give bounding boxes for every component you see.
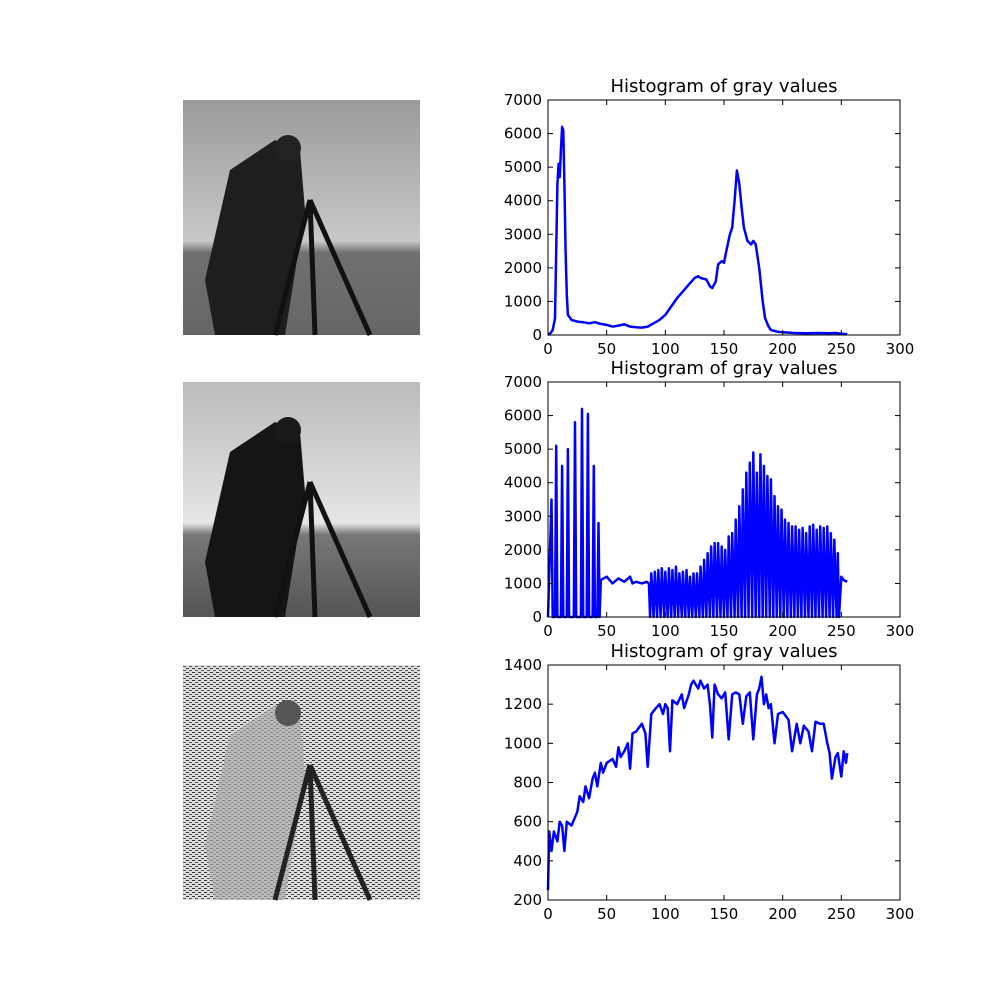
y-tick-label: 7000 [504, 91, 542, 109]
y-tick-label: 6000 [504, 407, 542, 425]
x-tick-label: 300 [886, 622, 915, 640]
y-tick-label: 3000 [504, 225, 542, 243]
x-tick-label: 100 [651, 905, 680, 923]
x-tick-label: 50 [597, 905, 616, 923]
histogram-line [546, 407, 848, 619]
chart-title: Histogram of gray values [611, 76, 838, 97]
x-tick-label: 50 [597, 340, 616, 358]
y-tick-label: 4000 [504, 192, 542, 210]
axes-frame [547, 664, 901, 901]
y-tick-label: 600 [513, 813, 542, 831]
y-tick-label: 7000 [504, 373, 542, 391]
image [183, 382, 420, 619]
y-tick-label: 2000 [504, 541, 542, 559]
x-tick-label: 0 [543, 340, 553, 358]
y-tick-label: 6000 [504, 125, 542, 143]
y-tick-label: 2000 [504, 259, 542, 277]
x-tick-label: 200 [768, 340, 797, 358]
y-tick-label: 1200 [504, 695, 542, 713]
x-tick-label: 250 [827, 905, 856, 923]
y-tick-label: 5000 [504, 440, 542, 458]
x-tick-label: 100 [651, 340, 680, 358]
y-tick-label: 1000 [504, 734, 542, 752]
x-tick-label: 150 [710, 340, 739, 358]
x-tick-label: 0 [543, 905, 553, 923]
x-tick-label: 200 [768, 622, 797, 640]
x-tick-label: 50 [597, 622, 616, 640]
image [183, 665, 420, 902]
y-tick-label: 1000 [504, 574, 542, 592]
axes-frame [547, 99, 901, 336]
chart-title: Histogram of gray values [611, 358, 838, 379]
x-tick-label: 100 [651, 622, 680, 640]
histogram-line [546, 675, 849, 891]
y-tick-label: 5000 [504, 158, 542, 176]
y-tick-label: 0 [532, 326, 542, 344]
x-tick-label: 250 [827, 622, 856, 640]
histogram-line [547, 125, 848, 337]
y-tick-label: 3000 [504, 507, 542, 525]
y-tick-label: 400 [513, 852, 542, 870]
y-tick-label: 0 [532, 608, 542, 626]
y-tick-label: 4000 [504, 474, 542, 492]
x-tick-label: 200 [768, 905, 797, 923]
x-tick-label: 150 [710, 905, 739, 923]
y-tick-label: 1000 [504, 292, 542, 310]
y-tick-label: 1400 [504, 656, 542, 674]
x-tick-label: 300 [886, 340, 915, 358]
image [183, 100, 420, 337]
x-tick-label: 150 [710, 622, 739, 640]
chart-title: Histogram of gray values [611, 641, 838, 662]
x-tick-label: 300 [886, 905, 915, 923]
x-tick-label: 0 [543, 622, 553, 640]
x-tick-label: 250 [827, 340, 856, 358]
y-tick-label: 800 [513, 774, 542, 792]
y-tick-label: 200 [513, 891, 542, 909]
